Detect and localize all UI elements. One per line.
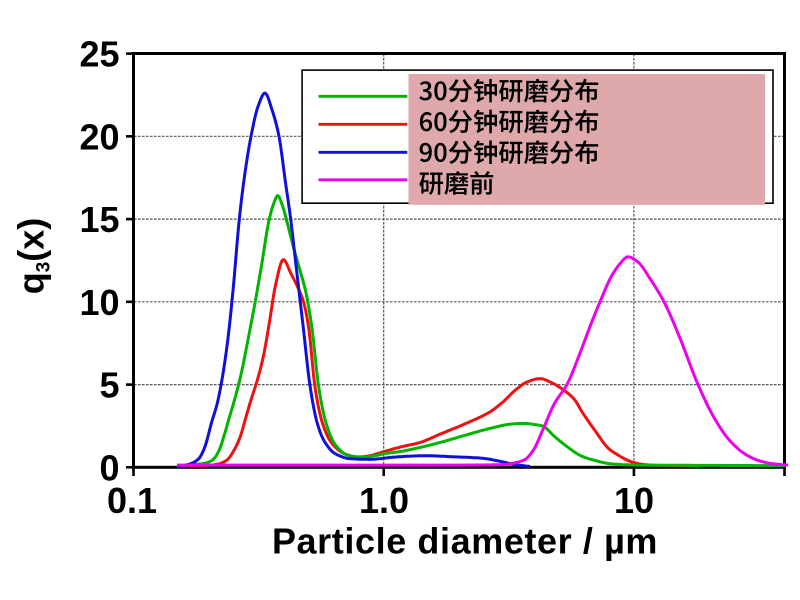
svg-text:10: 10 — [79, 282, 119, 323]
svg-text:0: 0 — [99, 447, 119, 488]
svg-text:Particle diameter / µm: Particle diameter / µm — [272, 521, 658, 562]
svg-text:q3(x): q3(x) — [11, 218, 55, 295]
svg-text:20: 20 — [79, 116, 119, 157]
svg-text:15: 15 — [79, 199, 119, 240]
svg-text:10: 10 — [614, 480, 654, 521]
svg-text:0.1: 0.1 — [107, 480, 157, 521]
svg-text:1.0: 1.0 — [359, 480, 409, 521]
svg-text:5: 5 — [99, 365, 119, 406]
svg-text:25: 25 — [79, 34, 119, 75]
